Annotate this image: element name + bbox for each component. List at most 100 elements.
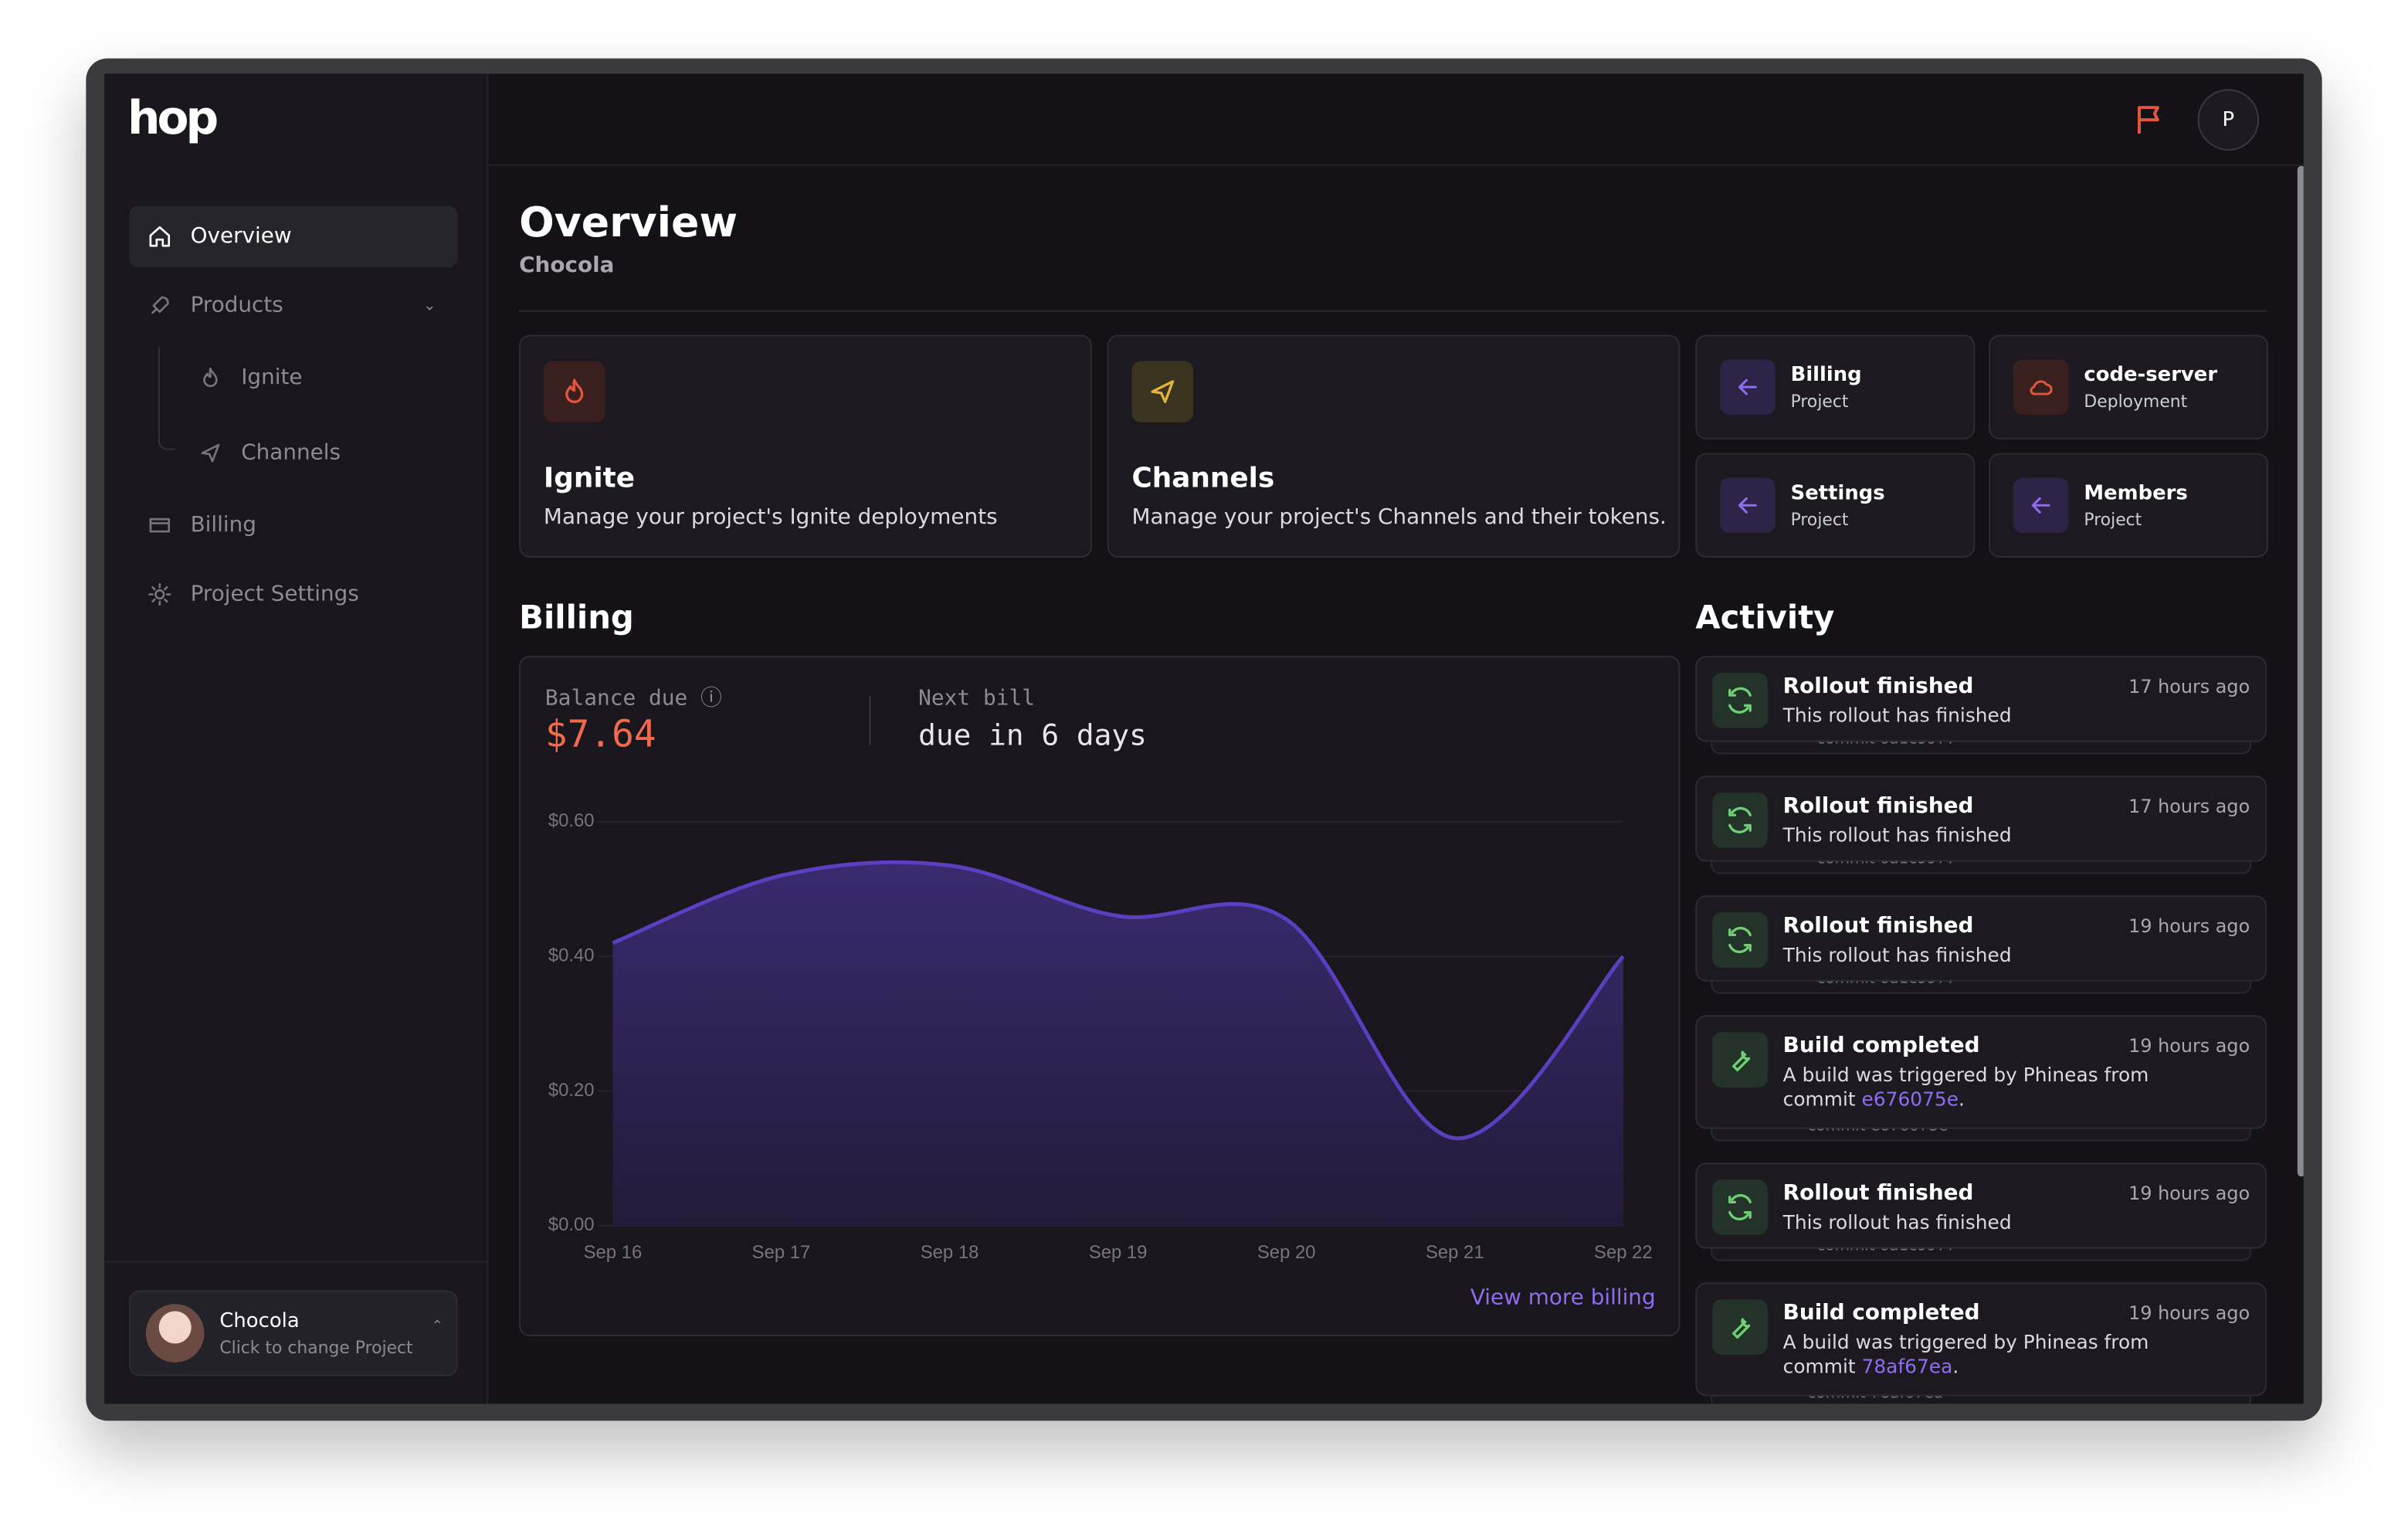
area-line	[612, 860, 1625, 1141]
quick-link-icon	[2013, 477, 2069, 534]
separator	[869, 695, 871, 745]
icon	[1738, 378, 1757, 395]
project-switcher[interactable]: Chocola Click to change Project ⌃	[129, 1290, 458, 1376]
page-subtitle: Chocola	[519, 253, 615, 278]
quick-link-subtitle: Project	[1790, 392, 1849, 412]
feature-card[interactable]: Channels Manage your project's Channels a…	[1107, 334, 1681, 558]
project-avatar	[145, 1304, 205, 1363]
nav-label: Project Settings	[190, 582, 359, 607]
x-tick-label: Sep 17	[752, 1242, 811, 1263]
billing-heading: Billing	[519, 599, 634, 636]
sidebar: hop Overview Products ⌄ Ignite Channels Billi…	[104, 73, 489, 1404]
feature-card[interactable]: Ignite Manage your project's Ignite deplo…	[519, 334, 1092, 558]
billing-panel: Balance due ⓘ $7.64 Next bill due in 6 d…	[519, 656, 1681, 1337]
activity-time: 19 hours ago	[2128, 1302, 2250, 1325]
quick-link-title: code-server	[2084, 364, 2218, 388]
activity-icon	[1712, 672, 1768, 728]
icon	[565, 378, 584, 403]
description-part: A build was triggered by Phineas from co…	[1782, 1330, 2149, 1378]
card-description: Manage your project's Channels and their…	[1131, 505, 1667, 531]
nav-item[interactable]: Products ⌄	[129, 275, 458, 337]
description-part: This rollout has finished	[1782, 823, 2012, 847]
description-part: e676075e	[1861, 1087, 1959, 1111]
icon	[1728, 1193, 1752, 1221]
quick-link-icon	[1720, 359, 1775, 415]
view-more-billing[interactable]: View more billing	[1470, 1285, 1656, 1311]
quick-link-title: Billing	[1790, 364, 1862, 388]
nav-item[interactable]: Billing	[129, 494, 458, 556]
activity-time: 17 hours ago	[2128, 675, 2250, 697]
quick-link-subtitle: Deployment	[2084, 392, 2188, 412]
description-part: A build was triggered by Phineas from co…	[1782, 1063, 2149, 1111]
activity-icon	[1712, 912, 1768, 968]
activity-item[interactable]: Rollout finished 19 hours ago This rollout…	[1695, 1162, 2267, 1249]
nav-item[interactable]: Project Settings	[129, 564, 458, 626]
scrollbar[interactable]	[2297, 165, 2304, 1177]
chevron: ⌃	[431, 1319, 443, 1335]
quick-link-title: Members	[2084, 482, 2188, 506]
x-tick-label: Sep 22	[1594, 1242, 1653, 1263]
chevron: ⌄	[423, 297, 436, 314]
icon	[2030, 380, 2053, 395]
activity-description: A build was triggered by Phineas from co…	[1783, 1063, 2167, 1112]
icon	[1151, 380, 1175, 403]
logo[interactable]: hop	[127, 92, 219, 146]
x-tick-label: Sep 18	[921, 1242, 979, 1263]
activity-description: A build was triggered by Phineas from co…	[1783, 1330, 2167, 1380]
nav-item[interactable]: Channels	[180, 423, 458, 484]
card-description: Manage your project's Ignite deployments	[543, 505, 998, 531]
quick-link[interactable]: code-server Deployment	[1989, 334, 2269, 439]
icon	[148, 582, 171, 606]
x-tick-label: Sep 20	[1257, 1242, 1316, 1263]
nav-item[interactable]: Ignite	[180, 347, 458, 409]
y-tick-label: $0.20	[548, 1080, 595, 1101]
quick-link[interactable]: Members Project	[1989, 453, 2269, 558]
nav-item[interactable]: Overview	[129, 205, 458, 268]
y-tick-label: $0.40	[548, 945, 595, 966]
flag-icon[interactable]	[2132, 101, 2169, 138]
card-icon	[1131, 361, 1194, 423]
activity-item[interactable]: Rollout finished 19 hours ago This rollout…	[1695, 895, 2267, 982]
card-title: Ignite	[543, 462, 636, 495]
activity-icon	[1712, 792, 1768, 848]
activity-icon	[1712, 1299, 1768, 1355]
page-title: Overview	[519, 199, 738, 248]
nav-label: Overview	[190, 224, 292, 249]
description-part: .	[1959, 1087, 1965, 1111]
activity-item[interactable]: Rollout finished 17 hours ago This rollout…	[1695, 656, 2267, 742]
activity-description: This rollout has finished	[1783, 704, 2167, 728]
icon	[201, 443, 220, 463]
icon	[1728, 926, 1752, 953]
icon	[1728, 806, 1752, 833]
balance: $7.64	[544, 712, 656, 756]
description-part: This rollout has finished	[1782, 942, 2012, 966]
quick-link[interactable]: Settings Project	[1695, 453, 1976, 558]
activity-item[interactable]: Rollout finished 17 hours ago This rollout…	[1695, 775, 2267, 862]
y-tick-label: $0.60	[548, 810, 595, 831]
activity-time: 19 hours ago	[2128, 915, 2250, 937]
divider	[104, 1261, 487, 1263]
activity-item[interactable]: Build completed 19 hours ago A build was t…	[1695, 1015, 2267, 1129]
y-tick-label: $0.00	[548, 1214, 595, 1235]
activity-time: 19 hours ago	[2128, 1183, 2250, 1204]
activity-heading: Activity	[1695, 599, 1835, 636]
icon	[203, 367, 218, 388]
user-avatar[interactable]: P	[2197, 89, 2260, 151]
activity-icon	[1712, 1032, 1768, 1088]
activity-time: 19 hours ago	[2128, 1035, 2250, 1057]
card-title: Channels	[1131, 462, 1275, 495]
header-divider	[488, 164, 2304, 166]
quick-link-subtitle: Project	[2084, 510, 2142, 531]
x-tick-label: Sep 21	[1426, 1242, 1484, 1263]
area-fill	[612, 862, 1623, 1226]
quick-link-icon	[1720, 477, 1775, 534]
x-tick-label: Sep 16	[584, 1242, 643, 1263]
activity-icon	[1712, 1179, 1768, 1235]
quick-link[interactable]: Billing Project	[1695, 334, 1976, 439]
activity-title: Rollout finished	[1782, 1181, 1974, 1206]
quick-link-subtitle: Project	[1790, 510, 1849, 531]
activity-description: This rollout has finished	[1783, 1210, 2167, 1235]
icon	[2031, 497, 2050, 514]
activity-item[interactable]: Build completed 19 hours ago A build was t…	[1695, 1282, 2267, 1397]
